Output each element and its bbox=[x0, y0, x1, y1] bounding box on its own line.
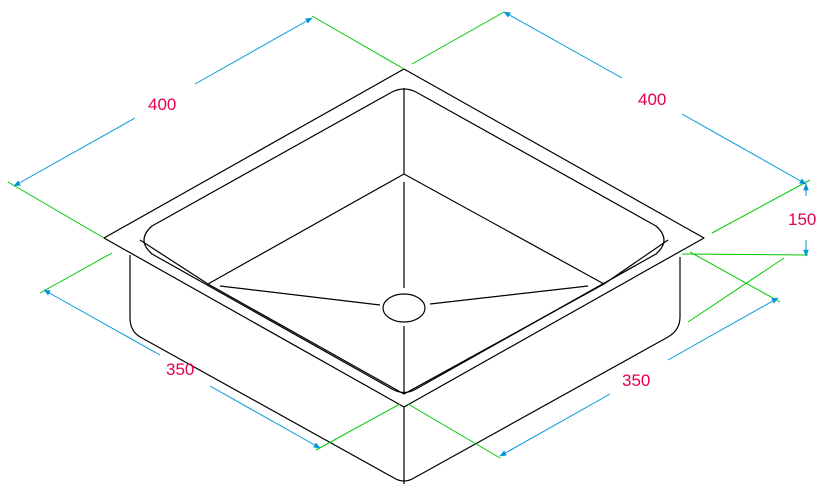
ext-left-low-corner bbox=[39, 252, 113, 294]
dimension-lines bbox=[13, 11, 809, 457]
dim-line-400-right-a bbox=[503, 11, 623, 79]
ext-right-low-corner bbox=[689, 251, 781, 303]
ext-right-corner-rim bbox=[711, 179, 811, 234]
dim-line-350-right-b bbox=[667, 297, 779, 361]
ext-front-right bbox=[407, 403, 501, 459]
dim-line-350-left-b bbox=[209, 385, 321, 449]
drain-fold-right bbox=[429, 285, 589, 305]
bowl-right-corner bbox=[603, 239, 669, 285]
bowl-rim-inner bbox=[143, 88, 665, 394]
ext-front-left bbox=[315, 403, 401, 451]
extension-lines bbox=[7, 11, 811, 459]
ext-back-left bbox=[311, 15, 405, 70]
drain-hole bbox=[382, 293, 426, 323]
dim-label-bottom-left: 350 bbox=[166, 360, 194, 379]
outer-side-walls bbox=[129, 255, 681, 482]
drain-fold-left bbox=[219, 285, 381, 306]
dim-line-400-left-b bbox=[194, 17, 313, 85]
ext-right-wall bbox=[687, 257, 785, 323]
dim-label-bottom-right: 350 bbox=[622, 371, 650, 390]
ext-right-corner-low bbox=[681, 253, 809, 256]
dim-line-400-right-b bbox=[681, 113, 807, 185]
dim-label-top-left: 400 bbox=[148, 95, 176, 114]
sink-outline bbox=[103, 68, 705, 484]
bowl-left-corner bbox=[139, 239, 209, 285]
dim-label-height: 150 bbox=[788, 210, 816, 229]
ext-left-corner-up bbox=[7, 181, 105, 239]
dim-line-350-right-a bbox=[499, 393, 611, 457]
ext-back-right bbox=[411, 11, 505, 65]
dim-line-350-left-a bbox=[43, 289, 161, 356]
basin-floor bbox=[207, 173, 605, 395]
dim-label-top-right: 400 bbox=[638, 90, 666, 109]
dim-line-400-left-a bbox=[13, 117, 136, 187]
dimension-labels: 400 400 150 350 350 bbox=[148, 90, 816, 390]
